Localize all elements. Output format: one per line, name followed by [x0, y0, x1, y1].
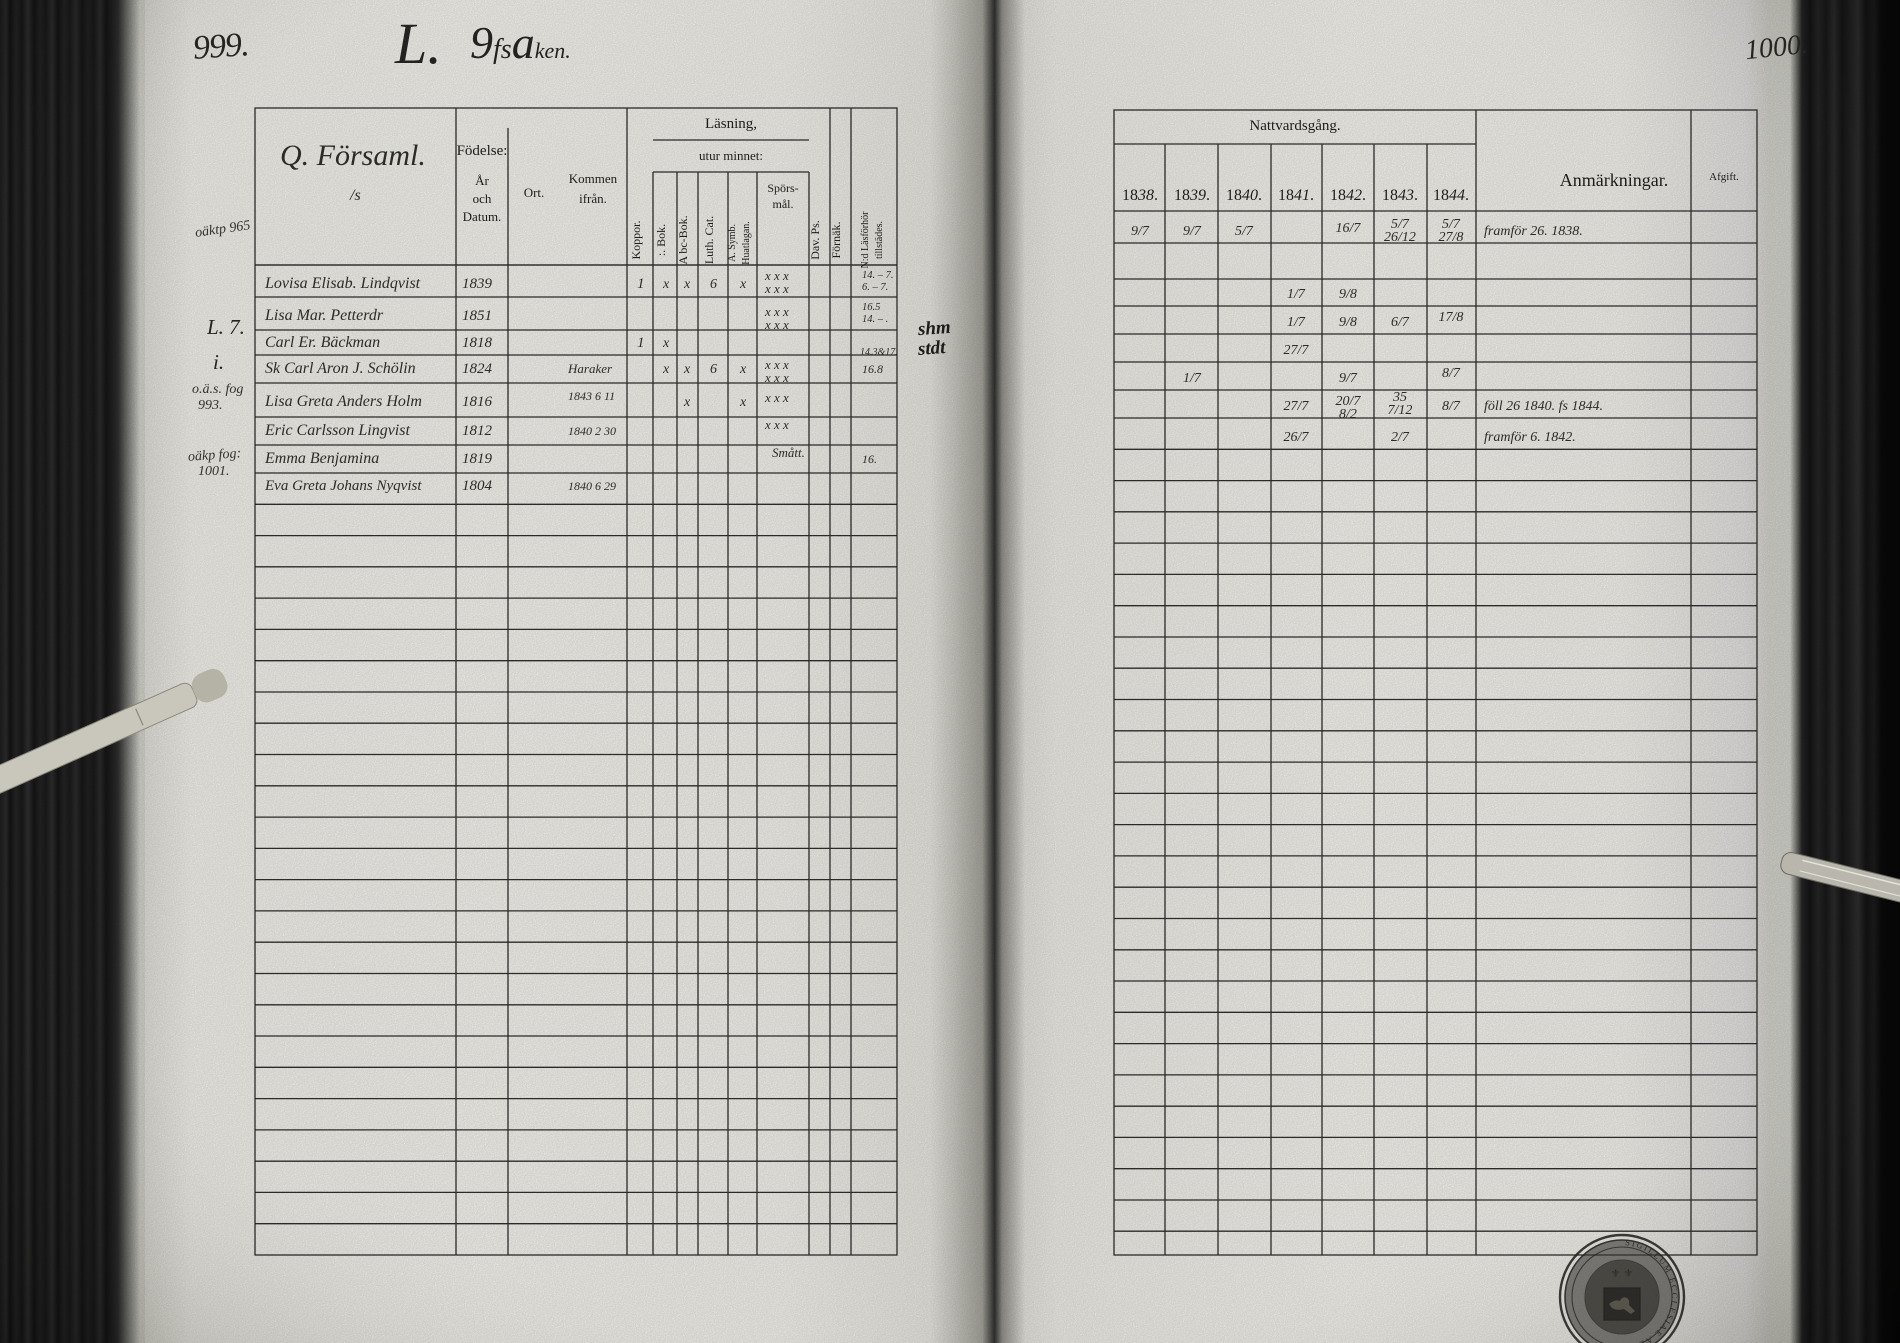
- svg-text:⚜ ⚜: ⚜ ⚜: [1611, 1268, 1633, 1280]
